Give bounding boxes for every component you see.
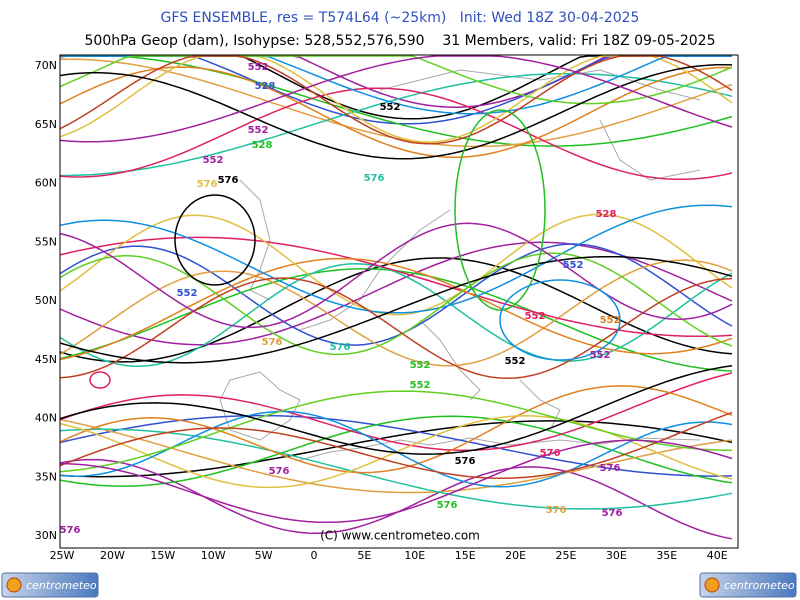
lat-label: 35N xyxy=(35,470,57,483)
contour-line xyxy=(59,420,733,478)
contour-label: 576 xyxy=(600,463,621,474)
contour-line xyxy=(174,194,256,286)
contour-label: 552 xyxy=(563,260,584,271)
contour-line xyxy=(59,428,733,510)
contour-label: 576 xyxy=(197,179,218,190)
logo-left: centrometeo xyxy=(1,572,99,598)
contour-line xyxy=(59,385,733,474)
lon-label: 25W xyxy=(50,549,75,562)
contour-line xyxy=(59,213,733,316)
contour-label: 576 xyxy=(218,175,239,186)
contour-label: 576 xyxy=(540,448,561,459)
contour-line xyxy=(59,55,733,145)
contour-line xyxy=(59,243,733,346)
contour-line xyxy=(454,109,546,311)
contour-lines xyxy=(59,55,733,540)
contour-line xyxy=(59,439,733,524)
contour-label: 528 xyxy=(255,81,276,92)
contour-line xyxy=(59,390,732,473)
contour-line xyxy=(59,259,733,367)
contour-label: 552 xyxy=(380,102,401,113)
subtitle: 500hPa Geop (dam), Isohypse: 528,552,576… xyxy=(85,33,716,49)
lat-label: 40N xyxy=(35,412,57,425)
contour-label: 552 xyxy=(410,360,431,371)
contour-label: 552 xyxy=(248,125,269,136)
contour-label: 552 xyxy=(590,350,611,361)
contour-label: 552 xyxy=(177,288,198,299)
contour-line xyxy=(59,364,733,455)
contour-line xyxy=(89,371,111,389)
contour-label: 576 xyxy=(602,508,623,519)
contour-label: 552 xyxy=(525,311,546,322)
lat-label: 30N xyxy=(35,529,57,542)
contour-label: 552 xyxy=(410,380,431,391)
contour-label: 576 xyxy=(546,505,567,516)
contour-line xyxy=(59,411,733,479)
contour-line xyxy=(59,415,733,487)
contour-line xyxy=(59,255,733,364)
contour-line xyxy=(59,236,733,338)
lat-label: 60N xyxy=(35,177,57,190)
contour-label: 528 xyxy=(596,209,617,220)
logo-right: centrometeo xyxy=(699,572,797,598)
logo-box xyxy=(699,572,797,598)
logo-icon xyxy=(6,577,22,593)
logo-icon xyxy=(704,577,720,593)
lon-label: 35E xyxy=(656,549,677,562)
lon-label: 5W xyxy=(255,549,273,562)
lon-label: 30E xyxy=(606,549,627,562)
contour-line xyxy=(59,55,733,143)
contour-line xyxy=(59,252,733,356)
lon-label: 40E xyxy=(707,549,728,562)
lon-label: 0 xyxy=(311,549,318,562)
lat-label: 70N xyxy=(35,59,57,72)
lon-label: 15E xyxy=(455,549,476,562)
contour-line xyxy=(59,87,733,181)
lat-label: 65N xyxy=(35,118,57,131)
contour-line xyxy=(59,277,733,380)
lon-label: 20E xyxy=(505,549,526,562)
contour-line xyxy=(59,222,733,329)
lon-label: 20W xyxy=(100,549,125,562)
lon-label: 10E xyxy=(404,549,425,562)
contour-label: 576 xyxy=(60,525,81,536)
contour-line xyxy=(59,55,733,105)
lon-label: 5E xyxy=(357,549,371,562)
contour-label: 552 xyxy=(248,62,269,73)
lat-label: 45N xyxy=(35,353,57,366)
logo-box xyxy=(1,572,99,598)
contour-label: 552 xyxy=(505,356,526,367)
lon-label: 25E xyxy=(556,549,577,562)
contour-line xyxy=(59,372,733,452)
contour-label: 528 xyxy=(252,140,273,151)
contour-label: 576 xyxy=(262,337,283,348)
contour-line xyxy=(59,66,733,159)
contour-label: 576 xyxy=(364,173,385,184)
contour-line xyxy=(59,257,733,361)
contour-label: 576 xyxy=(269,466,290,477)
contour-line xyxy=(59,414,733,477)
contour-label: 576 xyxy=(330,342,351,353)
contour-label: 552 xyxy=(600,315,621,326)
logo-text: centrometeo xyxy=(724,579,795,592)
lat-label: 50N xyxy=(35,294,57,307)
contour-label: 576 xyxy=(455,456,476,467)
contour-line xyxy=(59,204,733,314)
contour-line xyxy=(59,262,733,368)
contour-label: 576 xyxy=(437,500,458,511)
contour-label: 552 xyxy=(203,155,224,166)
lon-label: 15W xyxy=(150,549,175,562)
copyright: (C) www.centrometeo.com xyxy=(320,529,480,543)
lat-label: 55N xyxy=(35,235,57,248)
title: GFS ENSEMBLE, res = T574L64 (~25km) Init… xyxy=(161,10,640,26)
logo-text: centrometeo xyxy=(26,579,97,592)
lon-label: 10W xyxy=(201,549,226,562)
contour-line xyxy=(499,279,621,361)
plot-frame xyxy=(59,54,739,549)
